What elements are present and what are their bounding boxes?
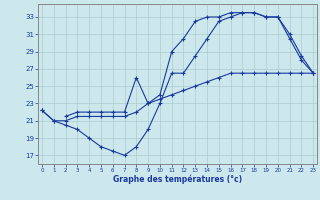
X-axis label: Graphe des températures (°c): Graphe des températures (°c) [113, 175, 242, 184]
